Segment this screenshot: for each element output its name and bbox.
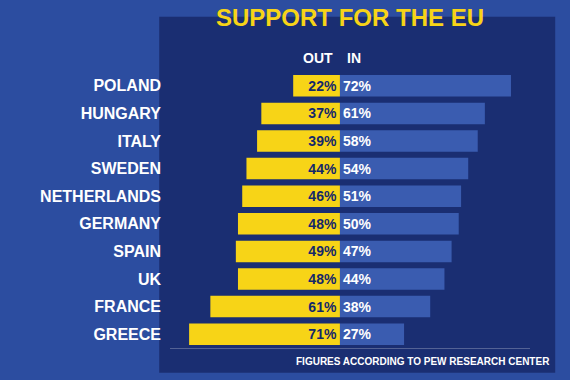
svg-text:47%: 47% [343,243,372,259]
svg-text:61%: 61% [343,105,372,121]
svg-text:71%: 71% [308,326,337,342]
svg-text:54%: 54% [343,161,372,177]
svg-text:58%: 58% [343,133,372,149]
svg-text:FIGURES ACCORDING TO PEW RESEA: FIGURES ACCORDING TO PEW RESEARCH CENTER [296,356,550,367]
svg-text:SPAIN: SPAIN [113,243,161,260]
svg-text:HUNGARY: HUNGARY [81,105,162,122]
svg-text:OUT: OUT [303,50,333,66]
svg-text:49%: 49% [308,243,337,259]
svg-text:SUPPORT FOR THE EU: SUPPORT FOR THE EU [216,4,484,31]
svg-text:44%: 44% [343,271,372,287]
svg-text:38%: 38% [343,299,372,315]
svg-text:ITALY: ITALY [117,133,161,150]
svg-text:39%: 39% [308,133,337,149]
svg-text:22%: 22% [308,78,337,94]
svg-text:61%: 61% [308,299,337,315]
svg-text:UK: UK [138,271,162,288]
svg-text:SWEDEN: SWEDEN [91,160,161,177]
svg-text:48%: 48% [308,216,337,232]
svg-text:51%: 51% [343,188,372,204]
svg-text:48%: 48% [308,271,337,287]
svg-text:50%: 50% [343,216,372,232]
svg-text:72%: 72% [343,78,372,94]
svg-text:44%: 44% [308,161,337,177]
svg-text:FRANCE: FRANCE [94,298,161,315]
svg-text:37%: 37% [308,105,337,121]
svg-text:GREECE: GREECE [93,326,161,343]
svg-text:IN: IN [347,50,361,66]
svg-text:GERMANY: GERMANY [79,215,161,232]
svg-text:46%: 46% [308,188,337,204]
svg-text:NETHERLANDS: NETHERLANDS [40,188,161,205]
svg-text:27%: 27% [343,326,372,342]
svg-text:POLAND: POLAND [93,77,161,94]
